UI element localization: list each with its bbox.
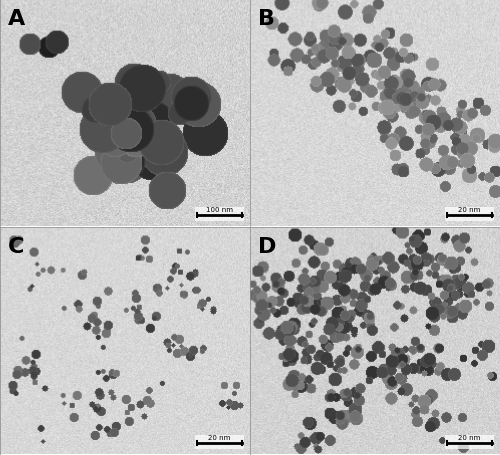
- Text: 100 nm: 100 nm: [206, 207, 233, 212]
- Text: C: C: [8, 237, 24, 257]
- Text: 20 nm: 20 nm: [208, 434, 231, 440]
- FancyBboxPatch shape: [445, 207, 494, 222]
- FancyBboxPatch shape: [445, 435, 494, 449]
- Text: 20 nm: 20 nm: [458, 434, 480, 440]
- Text: 20 nm: 20 nm: [458, 207, 480, 212]
- Text: B: B: [258, 9, 274, 29]
- Text: A: A: [8, 9, 25, 29]
- FancyBboxPatch shape: [195, 435, 244, 449]
- FancyBboxPatch shape: [195, 207, 244, 222]
- Text: D: D: [258, 237, 276, 257]
